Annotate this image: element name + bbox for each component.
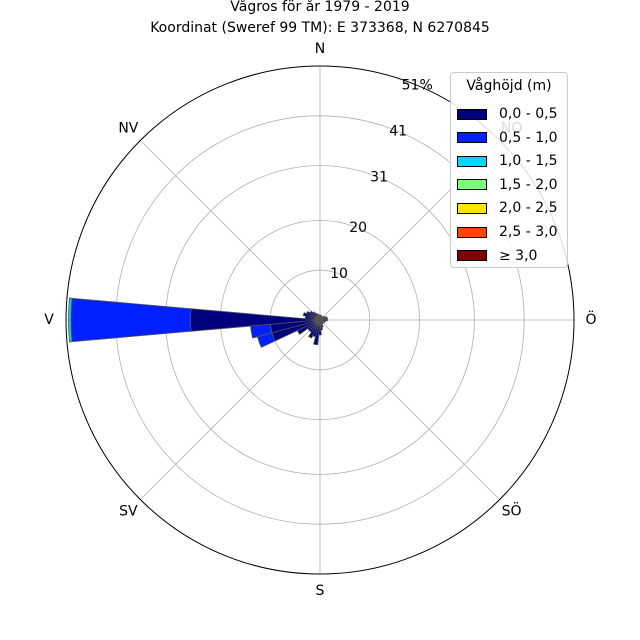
legend-swatch [457,155,487,167]
direction-label: S [316,583,325,599]
legend-item: ≥ 3,0 [457,246,537,266]
legend-item: 1,0 - 1,5 [457,151,557,171]
legend-swatch [457,108,487,120]
radial-tick-label: 31 [370,169,388,185]
grid-spoke [140,140,321,321]
direction-label: Ö [585,310,596,328]
rose-bar [68,297,73,343]
direction-label: N [315,41,325,57]
rose-bar [70,297,192,343]
direction-label: SÖ [502,502,522,520]
rose-bar [304,315,321,321]
radial-tick-label: 41 [389,123,407,139]
rose-bar [313,319,321,346]
legend-item: 2,5 - 3,0 [457,222,557,242]
legend-swatch [457,250,487,262]
legend-item: 0,0 - 0,5 [457,104,557,124]
legend: Våghöjd (m) 0,0 - 0,5 0,5 - 1,0 1,0 - 1,5 1… [450,72,568,268]
legend-label: 1,5 - 2,0 [499,176,558,193]
legend-label: ≥ 3,0 [499,247,538,264]
legend-label: 0,0 - 0,5 [499,106,558,122]
rose-bar [308,319,321,339]
legend-swatch [457,226,487,238]
axis-labels: NNVVSVSSÖÖNO1020314151% [44,41,596,599]
legend-swatch [457,202,487,214]
legend-swatch [457,179,487,191]
legend-swatch [457,132,487,144]
grid-spoke [319,319,500,500]
rose-bar [256,332,276,348]
rose-bar [250,323,273,339]
outer-ring [65,65,575,575]
direction-label: SV [119,504,138,520]
radial-tick-label: 20 [349,220,367,236]
rose-bars [68,297,328,348]
legend-item: 2,0 - 2,5 [457,198,557,218]
legend-item: 1,5 - 2,0 [457,175,557,195]
rose-bar [302,312,321,321]
legend-label: 1,0 - 1,5 [499,153,558,170]
chart-title: Vågros för år 1979 - 2019 [230,0,410,15]
legend-item: 0,5 - 1,0 [457,128,557,148]
grid-spoke [140,319,321,500]
radial-tick-label: 51% [402,77,433,93]
legend-title: Våghöjd (m) [466,78,552,94]
rose-bar [318,319,322,336]
legend-label: 0,5 - 1,0 [499,129,558,146]
legend-label: 2,0 - 2,5 [499,200,558,217]
radial-tick-label: 10 [330,266,348,282]
chart-subtitle: Koordinat (Sweref 99 TM): E 373368, N 62… [150,20,490,36]
direction-label: V [44,312,54,328]
legend-label: 2,5 - 3,0 [499,224,558,240]
direction-label: NV [118,120,138,136]
